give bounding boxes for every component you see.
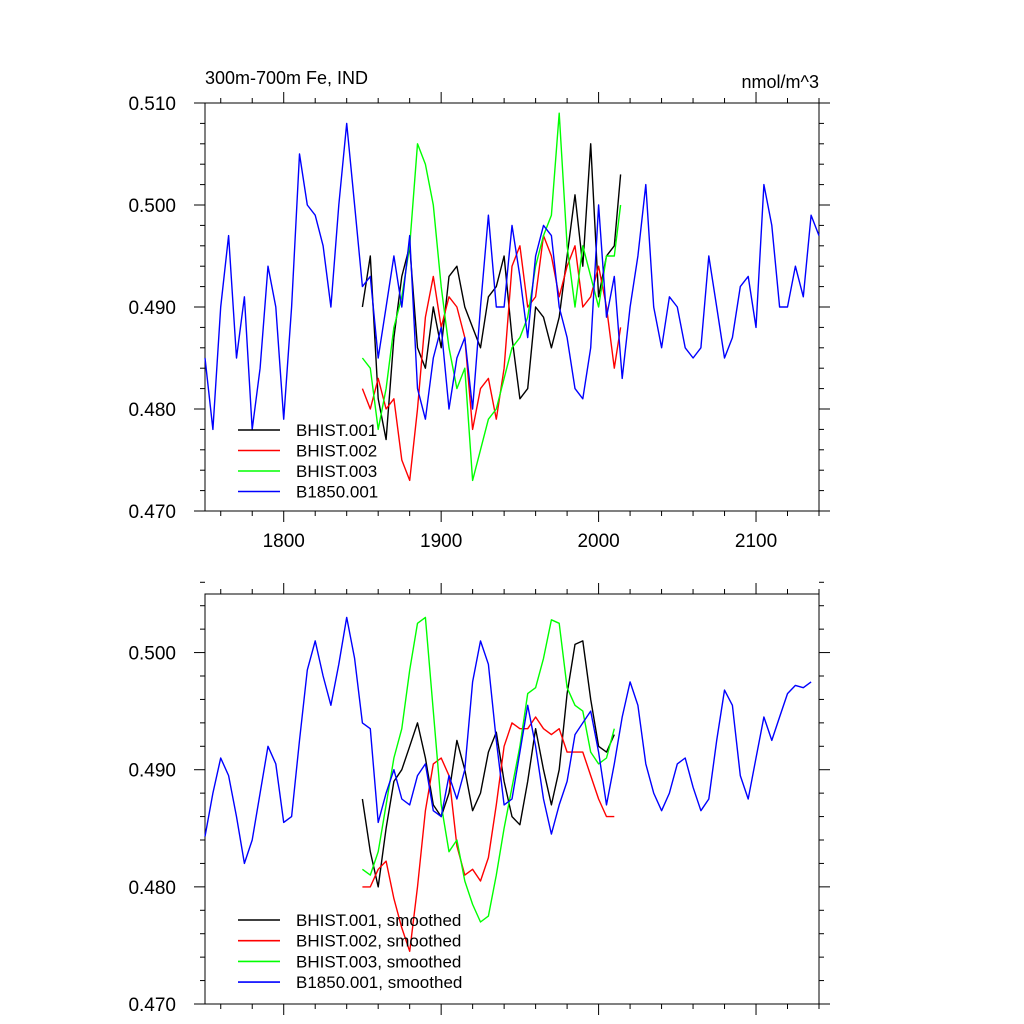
- series-line-b1850-001: [204, 122, 820, 431]
- y-tick-label: 0.490: [128, 761, 176, 782]
- x-tick-label: 2000: [577, 531, 619, 552]
- y-tick-label: 0.470: [128, 502, 176, 523]
- legend-label: BHIST.001: [296, 421, 377, 440]
- legend-label: B1850.001: [296, 483, 378, 502]
- series-line-bhist-001: [361, 143, 622, 441]
- legend-label: BHIST.003: [296, 462, 377, 481]
- axis-ticks: [194, 581, 830, 1015]
- units-label: nmol/m^3: [742, 72, 819, 92]
- axis-tick-labels: 1800 1900 2000 2100 0.470 0.480 0.490 0.500 0.51…: [128, 94, 777, 552]
- x-tick-label: 1900: [420, 531, 462, 552]
- y-tick-label: 0.500: [128, 196, 176, 217]
- x-tick-label: 1800: [263, 531, 305, 552]
- series-line-b1850-001: [204, 616, 812, 865]
- legend: BHIST.001, smoothed BHIST.002, smoothedBH…: [238, 911, 462, 992]
- series-layer: [204, 112, 820, 482]
- axis-ticks: [194, 92, 830, 522]
- y-tick-label: 0.480: [128, 878, 176, 899]
- chart-title: 300m-700m Fe, IND: [205, 68, 368, 88]
- x-tick-label: 2100: [735, 531, 777, 552]
- plot-frame: [204, 593, 820, 1005]
- legend-label: BHIST.002: [296, 442, 377, 461]
- y-tick-label: 0.480: [128, 400, 176, 421]
- bottom-panel: 0.470 0.480 0.490 0.500 BHIST.001, smoothed…: [128, 581, 830, 1016]
- series-line-bhist-002: [361, 234, 622, 482]
- y-tick-label: 0.500: [128, 644, 176, 665]
- series-line-bhist-001: [361, 640, 615, 888]
- legend-label: BHIST.001, smoothed: [296, 911, 461, 930]
- legend-label: BHIST.002, smoothed: [296, 932, 461, 951]
- y-tick-label: 0.510: [128, 94, 176, 115]
- top-panel: 300m-700m Fe, IND nmol/m^3 1800 1900 2000 2…: [128, 68, 830, 552]
- series-line-bhist-003: [361, 616, 615, 923]
- y-tick-label: 0.490: [128, 298, 176, 319]
- legend-label: BHIST.003, smoothed: [296, 952, 461, 971]
- legend-label: B1850.001, smoothed: [296, 973, 462, 992]
- series-layer: [204, 616, 812, 952]
- axis-tick-labels: 0.470 0.480 0.490 0.500: [128, 644, 176, 1016]
- y-tick-label: 0.470: [128, 995, 176, 1016]
